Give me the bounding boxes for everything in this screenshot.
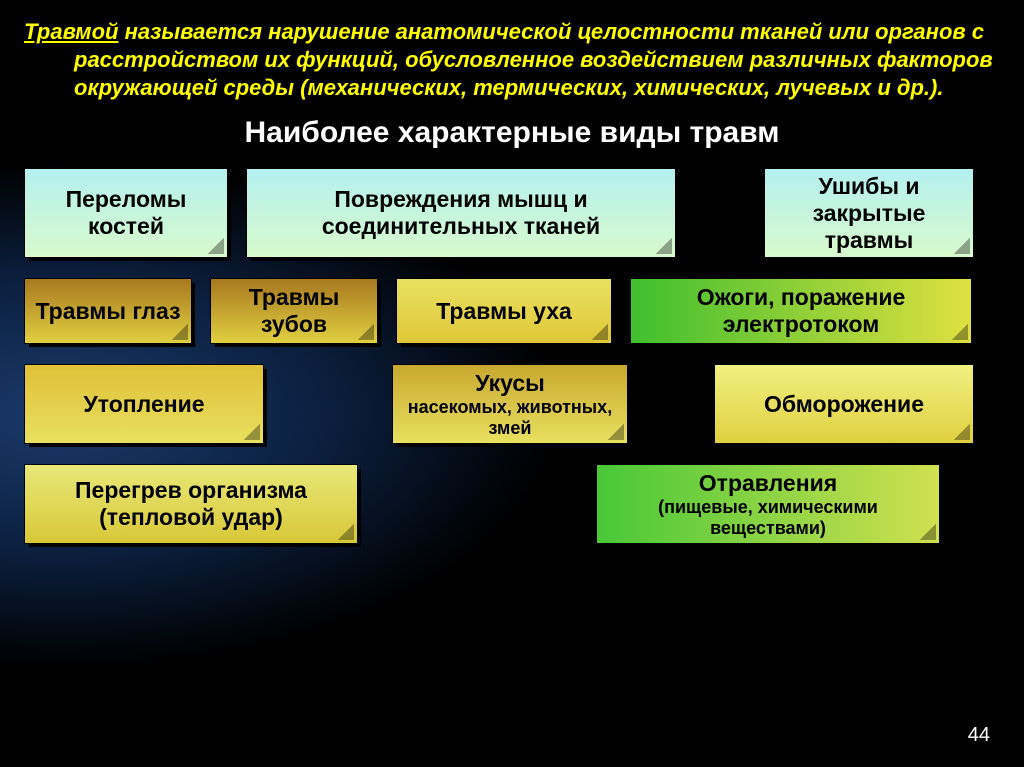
box-main-text: Травмы глаз [35,298,180,325]
box-main-text: Ожоги, поражение электротоком [641,284,961,338]
box-main-text: Перегрев организма (тепловой удар) [35,477,347,531]
subtitle: Наиболее характерные виды травм [24,116,1000,150]
info-box: Ожоги, поражение электротоком [630,278,972,344]
boxes-container: Переломы костей Повреждения мышц и соедин… [24,168,1000,544]
box-main-text: Отравления [699,470,837,497]
definition-term: Травмой [24,19,118,44]
box-main-text: Повреждения мышц и соединительных тканей [257,186,665,240]
box-main-text: Укусы [475,370,545,397]
row: Травмы глаз Травмы зубов Травмы уха Ожоги, … [24,278,1000,344]
info-box: Отравления(пищевые, химическими вещества… [596,464,940,544]
info-box: Травмы уха [396,278,612,344]
info-box: Ушибы и закрытые травмы [764,168,974,258]
box-main-text: Травмы зубов [221,284,367,338]
info-box: Перегрев организма (тепловой удар) [24,464,358,544]
info-box: Травмы зубов [210,278,378,344]
row: Утопление Укусынасекомых, животных, змей О… [24,364,1000,444]
info-box: Переломы костей [24,168,228,258]
page-number: 44 [968,724,990,747]
box-main-text: Травмы уха [436,298,572,325]
box-sub-text: (пищевые, химическими веществами) [607,497,929,538]
info-box: Укусынасекомых, животных, змей [392,364,628,444]
row: Переломы костей Повреждения мышц и соедин… [24,168,1000,258]
row: Перегрев организма (тепловой удар) Отравл… [24,464,1000,544]
info-box: Травмы глаз [24,278,192,344]
definition-text: Травмой называется нарушение анатомическ… [24,18,1000,102]
box-main-text: Ушибы и закрытые травмы [775,173,963,254]
box-main-text: Утопление [83,391,204,418]
box-main-text: Обморожение [764,391,924,418]
box-sub-text: насекомых, животных, змей [403,397,617,438]
info-box: Утопление [24,364,264,444]
definition-rest: называется нарушение анатомической целос… [74,19,993,100]
info-box: Обморожение [714,364,974,444]
info-box: Повреждения мышц и соединительных тканей [246,168,676,258]
box-main-text: Переломы костей [35,186,217,240]
